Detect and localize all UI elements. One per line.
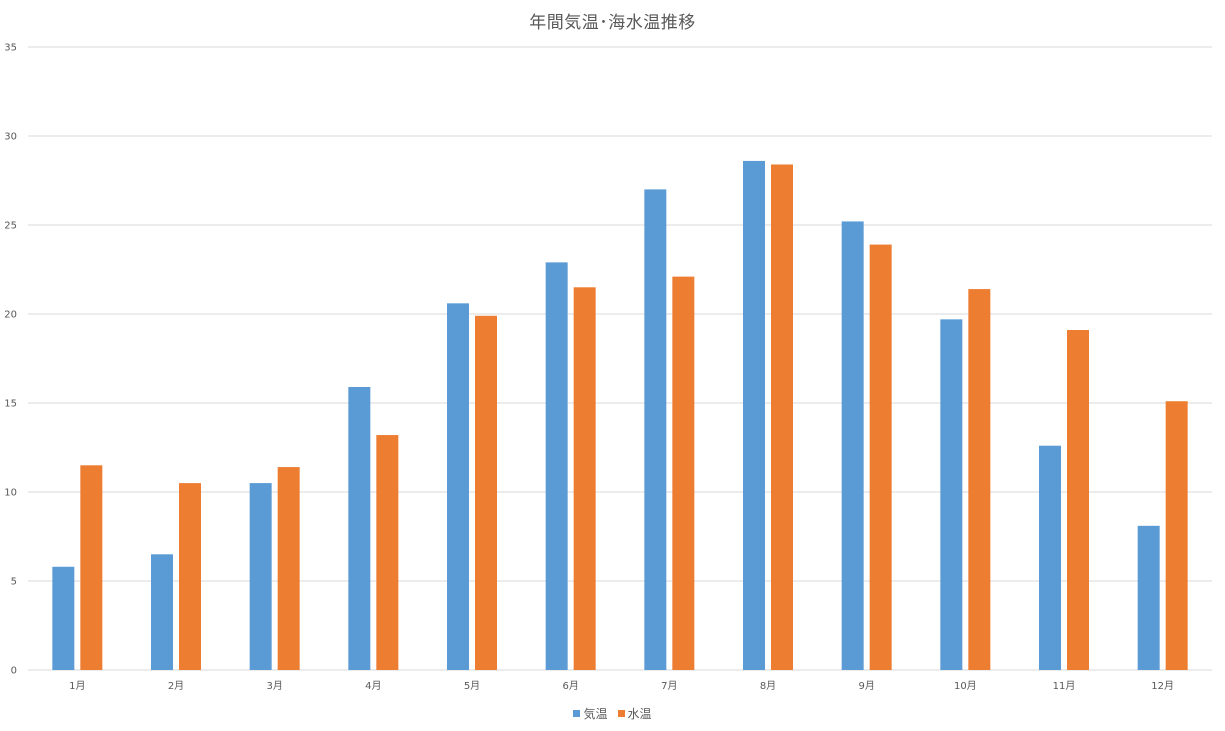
x-tick-label-6: 6月 (562, 680, 578, 692)
bar-series-1-7[interactable] (672, 276, 695, 670)
x-tick-label-7: 7月 (661, 680, 677, 692)
bar-series-0-7[interactable] (644, 189, 667, 670)
x-tick-label-4: 4月 (365, 680, 381, 692)
legend-item-series-1[interactable]: 水温 (617, 705, 652, 722)
bar-series-1-10[interactable] (968, 289, 991, 670)
bar-series-1-6[interactable] (573, 287, 596, 670)
chart-title: 年間気温･海水温推移 (529, 13, 696, 33)
bar-series-0-5[interactable] (447, 303, 469, 670)
grid-layer (28, 46, 1212, 582)
y-tick-label-30: 30 (4, 132, 17, 143)
bar-series-1-2[interactable] (179, 483, 201, 670)
bar-series-0-1[interactable] (52, 566, 75, 670)
x-tick-label-10: 10月 (954, 680, 977, 692)
bar-series-0-6[interactable] (545, 262, 568, 670)
bar-series-0-3[interactable] (249, 483, 272, 670)
legend-item-series-0[interactable]: 気温 (573, 705, 608, 722)
y-tick-label-15: 15 (4, 399, 17, 410)
x-tick-label-3: 3月 (266, 680, 282, 692)
bar-series-1-9[interactable] (869, 244, 892, 670)
bar-series-1-12[interactable] (1165, 401, 1188, 670)
x-tick-label-8: 8月 (760, 680, 776, 692)
bar-series-1-1[interactable] (80, 465, 103, 670)
bar-series-0-12[interactable] (1137, 525, 1160, 670)
legend: 気温 水温 (0, 705, 1225, 722)
legend-label-series-0: 気温 (583, 707, 608, 721)
y-tick-label-0: 0 (11, 666, 17, 677)
ticks-layer: 0 5 10 15 20 25 30 35 1月 2月 3月 4月 5月 6月 7月 8月 9月 10月 11月 12… (4, 43, 1174, 693)
bar-series-1-4[interactable] (376, 435, 399, 670)
x-tick-label-9: 9月 (858, 680, 874, 692)
x-tick-label-5: 5月 (464, 680, 480, 692)
legend-swatch-series-0 (573, 710, 581, 717)
y-tick-label-10: 10 (4, 488, 17, 499)
bar-series-0-8[interactable] (743, 160, 765, 671)
bar-series-0-4[interactable] (348, 386, 371, 670)
legend-label-series-1: 水温 (627, 707, 652, 721)
bar-series-1-5[interactable] (475, 315, 497, 670)
x-tick-label-1: 1月 (69, 680, 85, 692)
bar-series-0-9[interactable] (841, 221, 864, 670)
bar-series-1-8[interactable] (771, 164, 793, 671)
bar-series-0-10[interactable] (940, 319, 963, 670)
x-tick-label-2: 2月 (168, 680, 184, 692)
bar-series-0-2[interactable] (151, 554, 173, 670)
bar-series-1-11[interactable] (1067, 330, 1089, 670)
legend-swatch-series-1 (617, 710, 625, 717)
bars-layer (52, 160, 1188, 671)
y-tick-label-5: 5 (11, 577, 17, 588)
x-tick-label-11: 11月 (1053, 680, 1076, 692)
bar-series-1-3[interactable] (277, 467, 300, 670)
y-tick-label-20: 20 (4, 310, 17, 321)
y-tick-label-25: 25 (4, 221, 17, 232)
y-tick-label-35: 35 (4, 43, 17, 54)
bar-series-0-11[interactable] (1039, 445, 1061, 670)
x-tick-label-12: 12月 (1151, 680, 1174, 692)
